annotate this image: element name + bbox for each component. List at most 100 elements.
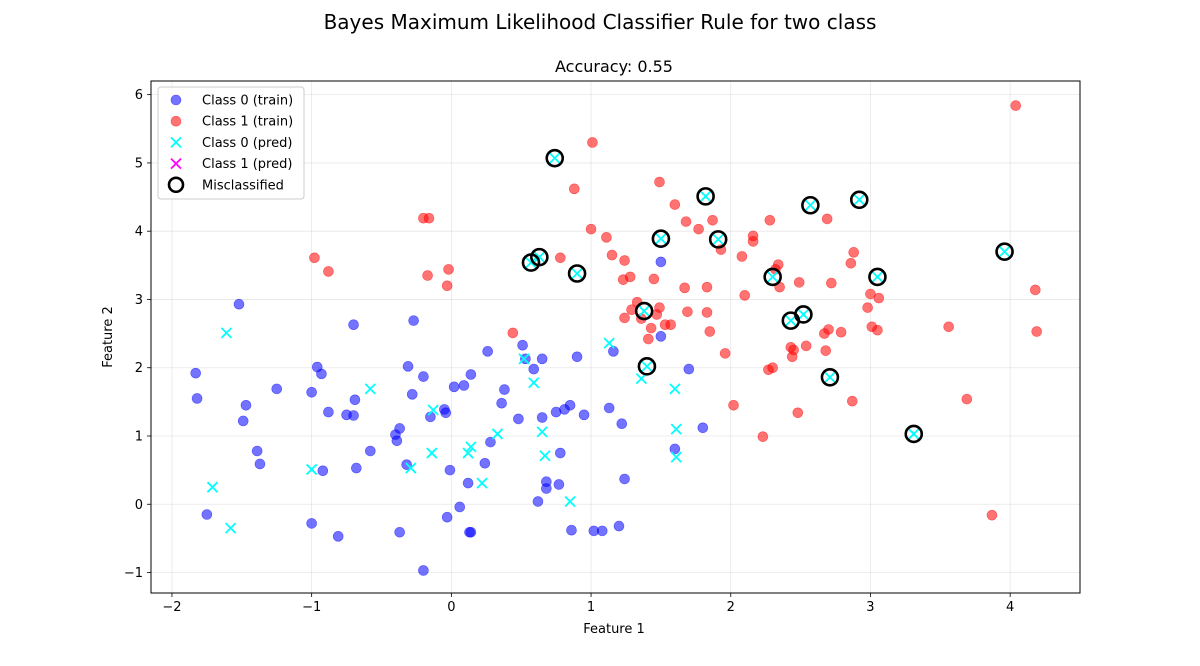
data-point <box>670 423 682 435</box>
legend-label: Class 1 (train) <box>202 115 293 130</box>
data-point <box>458 380 470 391</box>
data-point <box>441 280 453 292</box>
x-marker-stroke <box>670 423 682 435</box>
series-misclassified <box>521 148 1014 444</box>
data-point <box>792 407 804 419</box>
data-point <box>848 247 859 258</box>
x-marker-stroke <box>426 447 438 459</box>
x-marker-stroke <box>767 271 779 283</box>
data-point <box>316 368 327 380</box>
data-point <box>634 301 654 321</box>
data-point <box>669 383 681 395</box>
data-point <box>170 115 182 127</box>
x-marker-stroke <box>170 136 182 149</box>
data-point <box>465 441 477 453</box>
data-point <box>454 501 466 513</box>
y-tick-label: 5 <box>135 156 143 171</box>
data-point <box>862 302 873 313</box>
data-point <box>536 426 548 438</box>
data-point <box>167 176 185 194</box>
data-point <box>254 458 266 470</box>
data-point <box>873 292 885 304</box>
data-point <box>764 214 776 226</box>
data-point <box>317 465 329 477</box>
data-point <box>528 363 540 375</box>
data-point <box>800 340 812 352</box>
grid-lines <box>151 81 1080 593</box>
legend: Class 0 (train) Class 1 (train) Class 0 (p… <box>157 86 305 200</box>
data-point <box>585 223 597 235</box>
x-marker-stroke <box>491 428 504 440</box>
x-marker-stroke <box>785 314 797 327</box>
x-marker-stroke <box>224 522 237 534</box>
data-point <box>233 298 245 310</box>
data-point <box>564 495 576 508</box>
data-point <box>767 362 778 374</box>
data-point <box>323 406 334 418</box>
data-point <box>530 247 549 267</box>
data-point <box>394 526 405 538</box>
y-axis-label: Feature 2 <box>101 306 116 368</box>
x-marker-stroke <box>206 481 219 493</box>
data-point <box>696 187 715 206</box>
data-point <box>365 445 376 457</box>
data-point <box>1010 100 1022 111</box>
data-point <box>496 397 507 409</box>
data-point <box>682 306 693 318</box>
data-point <box>533 251 546 263</box>
x-axis-label: Feature 1 <box>583 622 645 637</box>
legend-label: Misclassified <box>202 178 284 193</box>
data-point <box>220 327 233 339</box>
legend-label: Class 0 (train) <box>202 94 293 109</box>
data-point <box>645 322 657 334</box>
data-point <box>479 457 491 469</box>
data-point <box>619 255 630 266</box>
data-point <box>908 428 920 440</box>
x-marker-stroke <box>804 199 817 211</box>
data-point <box>348 319 359 331</box>
x-marker-stroke <box>462 447 474 459</box>
data-point <box>701 281 713 293</box>
data-point <box>571 267 583 280</box>
data-point <box>571 351 583 363</box>
data-point <box>448 381 460 393</box>
data-point <box>670 451 682 463</box>
x-marker-stroke <box>998 246 1011 258</box>
data-point <box>603 337 615 349</box>
data-point <box>624 271 636 283</box>
data-point <box>669 199 681 210</box>
data-point <box>641 360 653 372</box>
series-class-0-train <box>190 256 709 576</box>
x-marker-stroke <box>518 353 530 365</box>
data-point <box>444 464 456 476</box>
data-point <box>872 324 883 336</box>
data-point <box>170 136 182 149</box>
data-point <box>364 383 376 395</box>
data-point <box>1029 284 1041 296</box>
data-point <box>351 462 362 474</box>
x-marker-stroke <box>528 377 540 389</box>
data-point <box>868 267 887 287</box>
data-point <box>391 435 403 447</box>
x-marker-stroke <box>533 251 546 263</box>
x-tick-label: 0 <box>447 600 455 615</box>
data-point <box>820 367 840 387</box>
data-point <box>170 157 182 170</box>
data-point <box>728 399 739 411</box>
x-marker-stroke <box>427 404 439 416</box>
data-point <box>654 176 665 188</box>
data-point <box>845 257 857 269</box>
x-marker-stroke <box>641 360 653 372</box>
y-tick-label: 0 <box>135 498 143 513</box>
data-point <box>518 353 530 365</box>
data-point <box>549 152 561 164</box>
data-point <box>251 445 263 457</box>
x-marker-stroke <box>476 477 488 489</box>
data-point <box>520 353 531 365</box>
data-point <box>835 326 847 338</box>
data-point <box>824 371 836 383</box>
data-point <box>821 213 833 225</box>
data-point <box>665 319 676 331</box>
data-point <box>648 273 660 285</box>
y-tick-label: 2 <box>135 361 143 376</box>
